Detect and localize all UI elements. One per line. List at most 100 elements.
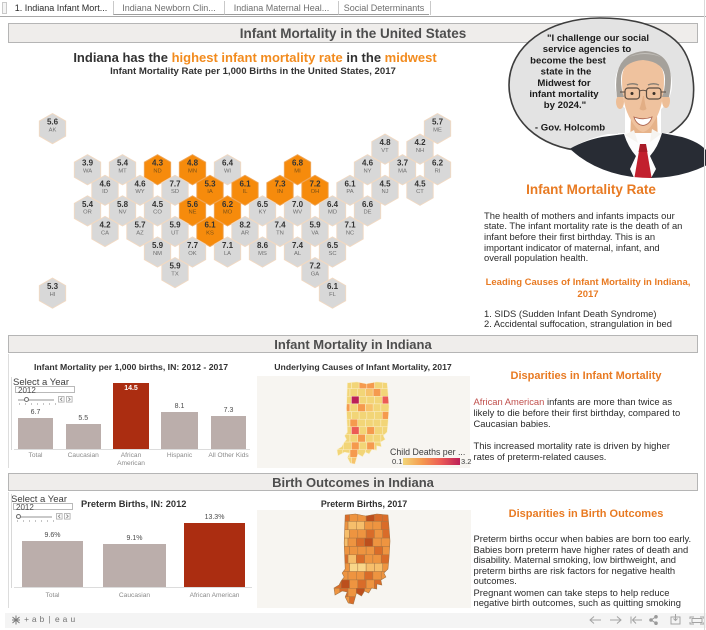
svg-text:NH: NH xyxy=(416,148,424,154)
svg-text:NY: NY xyxy=(363,169,371,175)
svg-text:MA: MA xyxy=(398,169,407,175)
svg-text:VT: VT xyxy=(381,148,389,154)
svg-text:4.3: 4.3 xyxy=(152,159,164,168)
svg-text:Midwest for: Midwest for xyxy=(537,78,591,89)
svg-text:HI: HI xyxy=(50,292,56,298)
svg-text:OH: OH xyxy=(311,189,320,195)
svg-text:FL: FL xyxy=(329,292,337,298)
svg-text:4.6: 4.6 xyxy=(99,179,111,188)
svg-text:5.7: 5.7 xyxy=(134,220,146,229)
svg-text:MS: MS xyxy=(258,251,267,257)
svg-text:3.9: 3.9 xyxy=(82,159,94,168)
svg-text:ME: ME xyxy=(433,127,442,133)
svg-text:8.6: 8.6 xyxy=(257,241,269,250)
svg-text:TX: TX xyxy=(171,271,179,277)
svg-text:GA: GA xyxy=(311,271,320,277)
svg-text:7.2: 7.2 xyxy=(309,262,321,271)
svg-text:KY: KY xyxy=(259,210,267,216)
svg-text:CO: CO xyxy=(153,210,162,216)
svg-text:4.5: 4.5 xyxy=(414,179,426,188)
svg-text:"I challenge our social: "I challenge our social xyxy=(547,33,649,44)
svg-text:7.4: 7.4 xyxy=(274,220,286,229)
svg-text:4.6: 4.6 xyxy=(362,159,374,168)
svg-text:MN: MN xyxy=(188,169,197,175)
svg-text:AL: AL xyxy=(294,251,302,257)
svg-text:5.7: 5.7 xyxy=(432,118,444,127)
svg-text:5.6: 5.6 xyxy=(47,118,59,127)
svg-text:7.1: 7.1 xyxy=(344,220,356,229)
svg-text:6.1: 6.1 xyxy=(344,179,356,188)
svg-text:infant mortality: infant mortality xyxy=(529,89,599,100)
svg-text:AR: AR xyxy=(241,230,249,236)
svg-text:DE: DE xyxy=(363,210,371,216)
svg-text:6.1: 6.1 xyxy=(204,220,216,229)
svg-text:AK: AK xyxy=(49,127,57,133)
svg-text:AZ: AZ xyxy=(136,230,144,236)
svg-text:NM: NM xyxy=(153,251,162,257)
svg-text:SC: SC xyxy=(328,251,336,257)
svg-text:IL: IL xyxy=(243,189,249,195)
svg-text:NE: NE xyxy=(188,210,196,216)
svg-text:KS: KS xyxy=(206,230,214,236)
svg-text:- Gov. Holcomb: - Gov. Holcomb xyxy=(535,123,605,134)
svg-text:MD: MD xyxy=(328,210,337,216)
svg-text:7.1: 7.1 xyxy=(222,241,234,250)
svg-text:4.6: 4.6 xyxy=(134,179,146,188)
svg-text:NC: NC xyxy=(346,230,354,236)
svg-text:6.6: 6.6 xyxy=(362,200,374,209)
svg-text:state in the: state in the xyxy=(541,67,592,78)
svg-text:ID: ID xyxy=(102,189,108,195)
svg-text:service agencies to: service agencies to xyxy=(543,44,632,55)
svg-text:UT: UT xyxy=(171,230,179,236)
svg-text:6.2: 6.2 xyxy=(432,159,444,168)
svg-text:become the best: become the best xyxy=(530,55,607,66)
svg-text:6.4: 6.4 xyxy=(327,200,339,209)
svg-text:6.2: 6.2 xyxy=(222,200,234,209)
svg-text:5.3: 5.3 xyxy=(47,282,59,291)
svg-text:4.2: 4.2 xyxy=(99,220,111,229)
svg-text:7.3: 7.3 xyxy=(274,179,286,188)
svg-text:RI: RI xyxy=(435,169,441,175)
svg-text:5.3: 5.3 xyxy=(204,179,216,188)
svg-text:PA: PA xyxy=(346,189,353,195)
svg-text:NJ: NJ xyxy=(381,189,388,195)
svg-text:8.2: 8.2 xyxy=(239,220,251,229)
svg-text:6.4: 6.4 xyxy=(222,159,234,168)
svg-text:SD: SD xyxy=(171,189,179,195)
svg-text:by 2024.": by 2024." xyxy=(544,100,586,111)
svg-text:6.8: 6.8 xyxy=(292,159,304,168)
svg-text:IN: IN xyxy=(277,189,283,195)
svg-text:WI: WI xyxy=(224,169,231,175)
svg-text:TN: TN xyxy=(276,230,284,236)
svg-text:CA: CA xyxy=(101,230,109,236)
svg-text:MI: MI xyxy=(294,169,301,175)
svg-text:4.5: 4.5 xyxy=(152,200,164,209)
svg-text:7.7: 7.7 xyxy=(187,241,199,250)
svg-text:6.5: 6.5 xyxy=(327,241,339,250)
svg-text:CT: CT xyxy=(416,189,424,195)
svg-text:5.9: 5.9 xyxy=(169,262,181,271)
svg-text:NV: NV xyxy=(118,210,126,216)
svg-text:VA: VA xyxy=(311,230,318,236)
svg-text:WV: WV xyxy=(293,210,302,216)
svg-text:4.2: 4.2 xyxy=(414,138,426,147)
svg-text:7.7: 7.7 xyxy=(169,179,181,188)
svg-text:7.4: 7.4 xyxy=(292,241,304,250)
svg-text:3.7: 3.7 xyxy=(397,159,409,168)
svg-text:IA: IA xyxy=(207,189,213,195)
svg-text:5.4: 5.4 xyxy=(82,200,94,209)
svg-text:7.2: 7.2 xyxy=(309,179,321,188)
svg-text:5.6: 5.6 xyxy=(187,200,199,209)
svg-text:4.5: 4.5 xyxy=(379,179,391,188)
svg-text:LA: LA xyxy=(224,251,231,257)
svg-text:4.8: 4.8 xyxy=(187,159,199,168)
svg-text:7.0: 7.0 xyxy=(292,200,304,209)
svg-text:WY: WY xyxy=(135,189,144,195)
svg-text:6.1: 6.1 xyxy=(327,282,339,291)
svg-text:OR: OR xyxy=(83,210,92,216)
svg-text:5.9: 5.9 xyxy=(309,220,321,229)
svg-text:4.8: 4.8 xyxy=(379,138,391,147)
svg-text:5.4: 5.4 xyxy=(117,159,129,168)
svg-text:ND: ND xyxy=(153,169,161,175)
svg-text:5.9: 5.9 xyxy=(169,220,181,229)
